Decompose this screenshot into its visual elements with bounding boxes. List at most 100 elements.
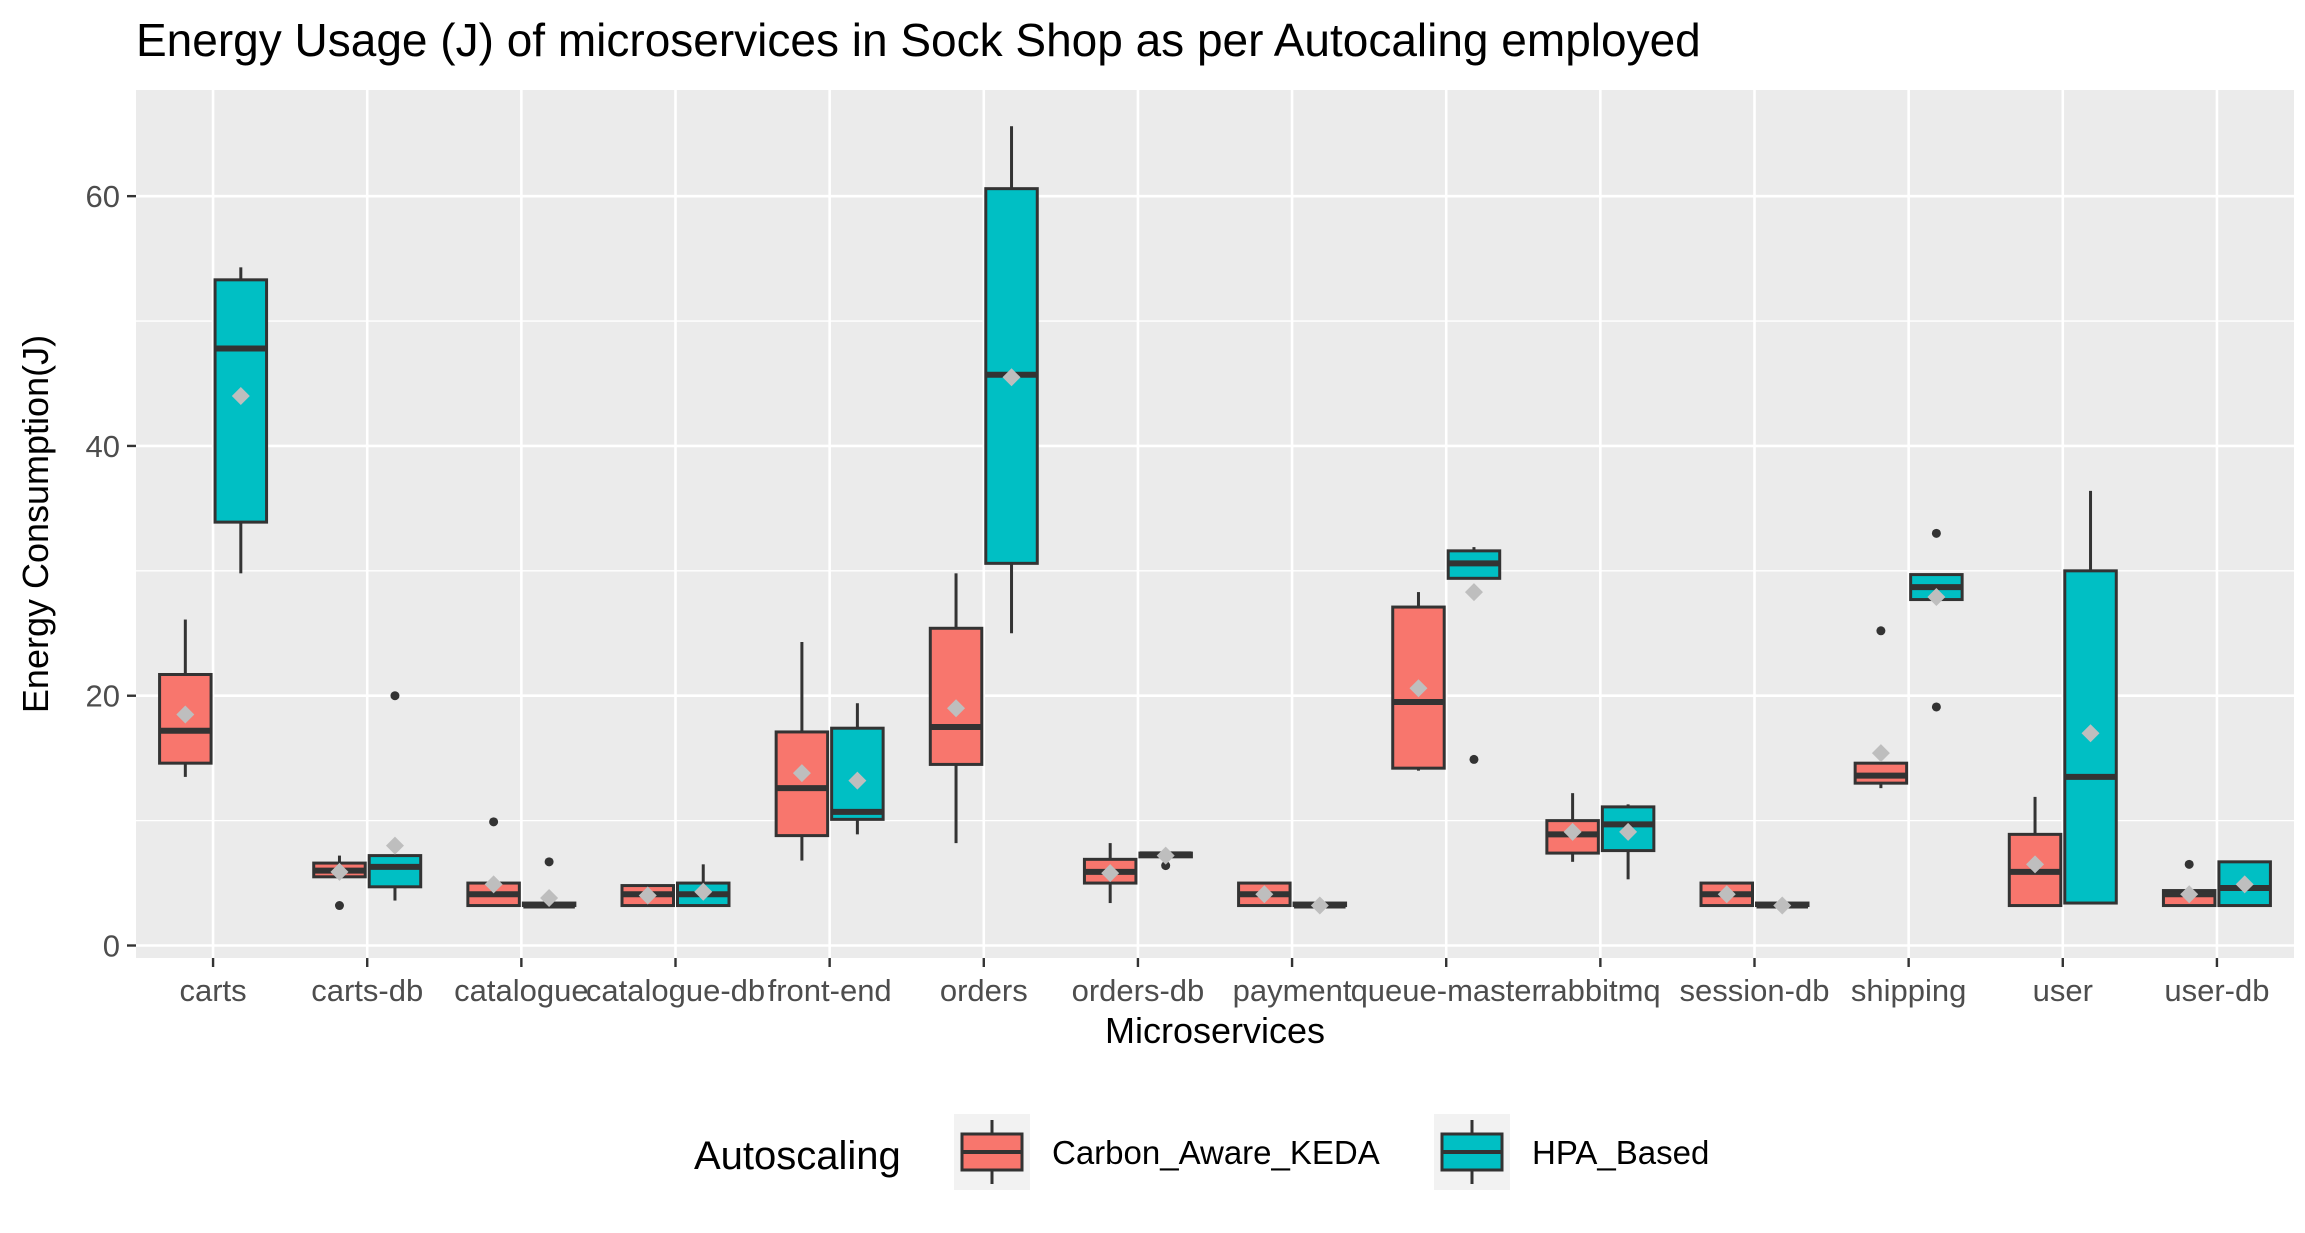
box-user-db-carbon-aware-keda bbox=[2161, 859, 2217, 908]
x-tick-label: shipping bbox=[1851, 973, 1966, 1008]
mean-marker bbox=[330, 862, 349, 881]
mean-marker bbox=[1619, 822, 1638, 841]
outlier-point bbox=[1931, 528, 1941, 538]
box-orders-hpa-based bbox=[984, 126, 1039, 634]
x-tick-label: carts bbox=[179, 973, 246, 1008]
outlier-point bbox=[2184, 859, 2194, 869]
outlier-point bbox=[1876, 626, 1886, 636]
y-tick-label: 20 bbox=[86, 679, 120, 714]
x-tick-label: front-end bbox=[768, 973, 892, 1008]
outlier-point bbox=[489, 817, 499, 827]
box-shipping-carbon-aware-keda bbox=[1853, 626, 1909, 789]
box-carts-hpa-based bbox=[213, 267, 269, 574]
box-catalogue-carbon-aware-keda bbox=[466, 817, 521, 908]
mean-marker bbox=[947, 699, 966, 718]
x-tick-label: orders-db bbox=[1072, 973, 1205, 1008]
mean-marker bbox=[1773, 896, 1792, 915]
mean-marker bbox=[1464, 583, 1483, 602]
x-tick-label: orders bbox=[940, 973, 1028, 1008]
box-body bbox=[774, 730, 830, 838]
box-catalogue-db-carbon-aware-keda bbox=[620, 884, 675, 908]
mean-marker bbox=[231, 386, 250, 405]
outlier-point bbox=[1469, 754, 1479, 764]
mean-marker bbox=[694, 882, 713, 901]
axes: 0 20 40 60 carts carts-db cataloguecatalogue-d… bbox=[86, 179, 2270, 1008]
box-body bbox=[1600, 805, 1656, 853]
box-user-carbon-aware-keda bbox=[2007, 796, 2063, 908]
mean-marker bbox=[2235, 875, 2254, 894]
x-tick-label: rabbitmq bbox=[1540, 973, 1661, 1008]
mean-marker bbox=[176, 705, 195, 724]
outlier-point bbox=[390, 691, 400, 701]
outlier-point bbox=[334, 901, 344, 911]
box-payment-carbon-aware-keda bbox=[1237, 881, 1292, 908]
mean-marker bbox=[2180, 885, 2199, 904]
box-shipping-hpa-based bbox=[1909, 528, 1964, 712]
x-tick-label: queue-master bbox=[1351, 973, 1542, 1008]
box-front-end-carbon-aware-keda bbox=[774, 642, 830, 861]
box-carts-carbon-aware-keda bbox=[158, 619, 213, 777]
plot-panel bbox=[136, 90, 2294, 958]
legend-title: Autoscaling bbox=[694, 1134, 901, 1178]
mean-marker bbox=[1310, 896, 1329, 915]
box-orders-db-carbon-aware-keda bbox=[1082, 843, 1138, 904]
x-tick-label: user-db bbox=[2164, 973, 2269, 1008]
mean-marker bbox=[792, 764, 811, 783]
mean-marker bbox=[2026, 855, 2045, 874]
box-orders-db-hpa-based bbox=[1138, 846, 1193, 871]
legend-key-hpa-based bbox=[1434, 1114, 1510, 1190]
box-body bbox=[367, 854, 423, 889]
y-tick-label: 40 bbox=[86, 429, 120, 464]
box-body bbox=[928, 626, 984, 766]
x-tick-label: carts-db bbox=[311, 973, 423, 1008]
box-session-db-carbon-aware-keda bbox=[1699, 881, 1754, 908]
x-tick-label: catalogue-db bbox=[586, 973, 765, 1008]
mean-marker bbox=[2081, 724, 2100, 743]
box-carts-db-hpa-based bbox=[367, 691, 423, 901]
box-catalogue-hpa-based bbox=[521, 857, 577, 909]
box-user-db-hpa-based bbox=[2217, 860, 2272, 908]
mean-marker bbox=[1101, 864, 1120, 883]
chart-title: Energy Usage (J) of microservices in Soc… bbox=[136, 14, 1701, 66]
mean-marker bbox=[1717, 885, 1736, 904]
mean-marker bbox=[385, 836, 404, 855]
x-tick-label: catalogue bbox=[454, 973, 588, 1008]
y-tick-label: 0 bbox=[103, 929, 120, 964]
legend-label-carbon-aware-keda: Carbon_Aware_KEDA bbox=[1052, 1134, 1380, 1171]
y-tick-label: 60 bbox=[86, 179, 120, 214]
box-session-db-hpa-based bbox=[1755, 896, 1810, 915]
legend-background bbox=[954, 1110, 1724, 1194]
mean-marker bbox=[484, 875, 503, 894]
outlier-point bbox=[1161, 861, 1171, 871]
box-body bbox=[2063, 569, 2118, 905]
mean-marker bbox=[1927, 588, 1946, 607]
box-queue-master-hpa-based bbox=[1446, 547, 1502, 764]
box-user-hpa-based bbox=[2063, 490, 2118, 905]
legend-key-carbon-aware-keda bbox=[954, 1114, 1030, 1190]
outlier-point bbox=[1931, 702, 1941, 712]
legend: Autoscaling Carbon_Aware_KEDA HPA_Based bbox=[694, 1110, 1724, 1194]
mean-marker bbox=[1871, 744, 1890, 763]
mean-marker bbox=[1002, 368, 1021, 387]
legend-keys bbox=[954, 1114, 1510, 1190]
box-queue-master-carbon-aware-keda bbox=[1391, 592, 1446, 771]
legend-label-hpa-based: HPA_Based bbox=[1532, 1134, 1709, 1171]
y-axis-label: Energy Consumption(J) bbox=[15, 335, 56, 713]
outlier-point bbox=[544, 857, 554, 867]
mean-marker bbox=[848, 771, 867, 790]
x-axis-label: Microservices bbox=[1105, 1010, 1325, 1051]
x-tick-label: payment bbox=[1233, 973, 1352, 1008]
x-tick-label: session-db bbox=[1680, 973, 1830, 1008]
mean-marker bbox=[540, 889, 559, 908]
mean-marker bbox=[638, 886, 657, 905]
mean-marker bbox=[1255, 885, 1274, 904]
box-carts-db-carbon-aware-keda bbox=[312, 855, 367, 911]
box-layer bbox=[158, 126, 2272, 915]
mean-marker bbox=[1409, 679, 1428, 698]
mean-marker bbox=[1156, 846, 1175, 865]
box-orders-carbon-aware-keda bbox=[928, 573, 984, 844]
box-front-end-hpa-based bbox=[830, 703, 885, 835]
box-rabbitmq-hpa-based bbox=[1600, 804, 1656, 880]
box-catalogue-db-hpa-based bbox=[676, 864, 731, 908]
